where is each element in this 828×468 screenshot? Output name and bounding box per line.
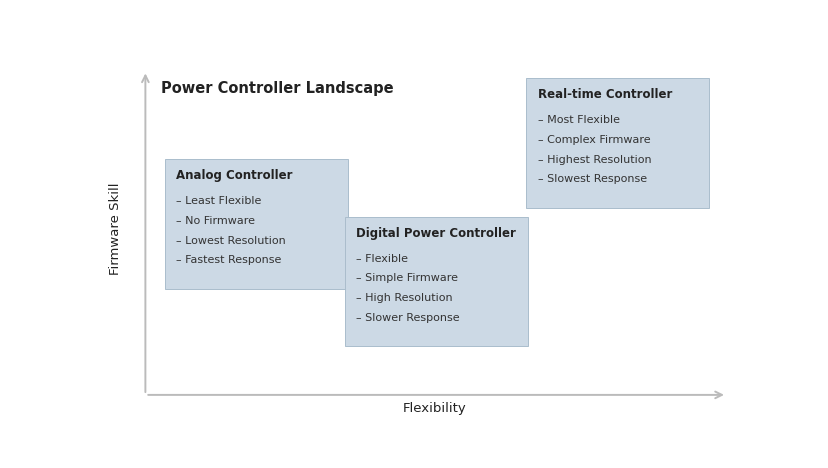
Text: Power Controller Landscape: Power Controller Landscape <box>161 81 393 96</box>
Text: Analog Controller: Analog Controller <box>176 169 292 182</box>
FancyBboxPatch shape <box>344 217 527 346</box>
Text: – Slowest Response: – Slowest Response <box>537 175 647 184</box>
Text: Digital Power Controller: Digital Power Controller <box>356 227 515 240</box>
Text: – Least Flexible: – Least Flexible <box>176 196 262 206</box>
Text: – Lowest Resolution: – Lowest Resolution <box>176 235 286 246</box>
Text: – Highest Resolution: – Highest Resolution <box>537 154 651 165</box>
FancyBboxPatch shape <box>526 78 709 207</box>
Text: – High Resolution: – High Resolution <box>356 293 452 303</box>
FancyBboxPatch shape <box>165 159 348 289</box>
Text: Real-time Controller: Real-time Controller <box>537 88 672 101</box>
Text: – Simple Firmware: – Simple Firmware <box>356 273 458 284</box>
Text: – Fastest Response: – Fastest Response <box>176 256 282 265</box>
Text: – Most Flexible: – Most Flexible <box>537 115 619 125</box>
Text: Firmware Skill: Firmware Skill <box>108 183 122 275</box>
Text: – Slower Response: – Slower Response <box>356 313 460 323</box>
Text: – Flexible: – Flexible <box>356 254 407 263</box>
Text: – Complex Firmware: – Complex Firmware <box>537 135 650 145</box>
Text: Flexibility: Flexibility <box>402 402 466 415</box>
Text: – No Firmware: – No Firmware <box>176 216 255 226</box>
